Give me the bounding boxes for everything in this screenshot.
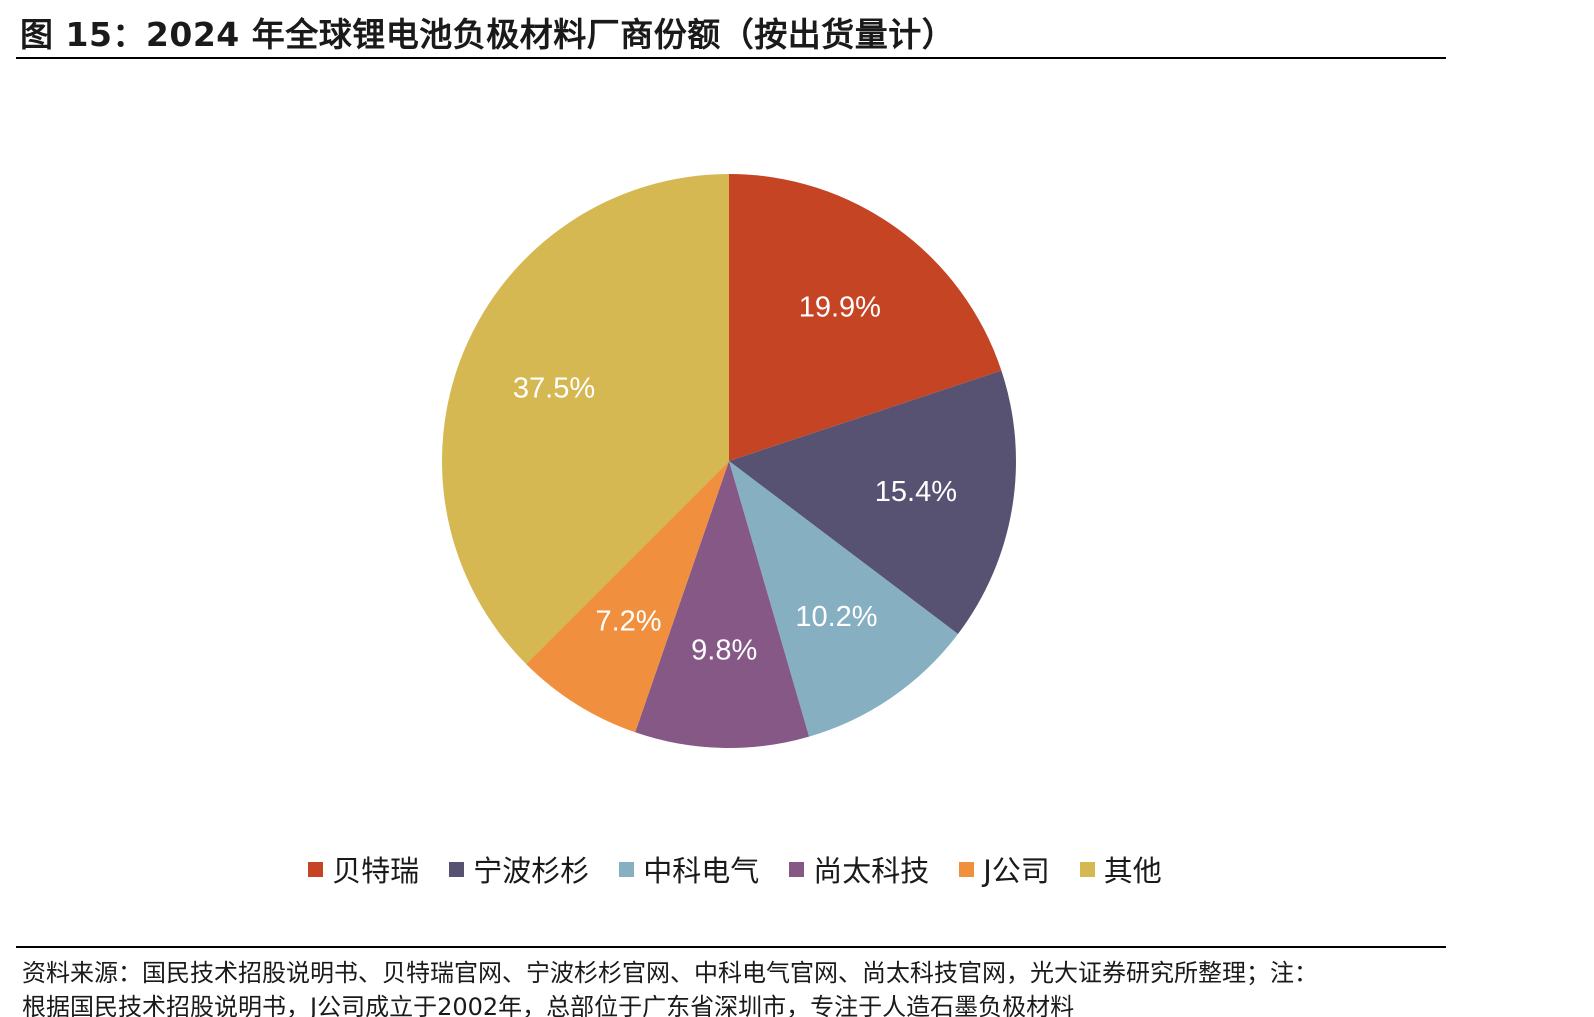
legend-item-0: 贝特瑞 [308, 848, 419, 890]
legend-swatch-0 [308, 861, 324, 877]
slice-data-label-4: 7.2% [595, 606, 661, 638]
slice-data-label-3: 9.8% [691, 634, 757, 666]
legend-label-1: 宁波杉杉 [473, 854, 590, 888]
pie-slice-4 [526, 461, 729, 733]
pie-chart: 19.9% 15.4% 10.2% 9.8% 7.2% 37.5% [441, 173, 1016, 749]
slice-data-label-1: 15.4% [875, 476, 957, 508]
legend-swatch-1 [449, 861, 465, 877]
legend-swatch-4 [959, 861, 975, 877]
legend-swatch-2 [619, 861, 635, 877]
legend-item-4: J公司 [959, 848, 1050, 890]
source-line-1: 资料来源：国民技术招股说明书、贝特瑞官网、宁波杉杉官网、中科电气官网、尚太科技官… [22, 959, 1318, 987]
pie-slice-2 [729, 461, 958, 737]
slice-data-label-2: 10.2% [795, 601, 877, 633]
legend-label-5: 其他 [1103, 854, 1162, 888]
legend-label-0: 贝特瑞 [332, 854, 420, 888]
pie-slice-0 [729, 174, 1002, 461]
pie-slice-1 [729, 370, 1016, 635]
title-divider [16, 57, 1446, 59]
source-note: 资料来源：国民技术招股说明书、贝特瑞官网、宁波杉杉官网、中科电气官网、尚太科技官… [22, 956, 1462, 1017]
legend-label-4: J公司 [983, 854, 1050, 888]
legend-label-3: 尚太科技 [813, 854, 930, 888]
legend-item-5: 其他 [1079, 848, 1162, 890]
pie-slice-3 [635, 461, 810, 749]
source-divider [16, 946, 1446, 948]
figure-title: 图 15：2024 年全球锂电池负极材料厂商份额（按出货量计） [20, 15, 956, 54]
legend-item-1: 宁波杉杉 [449, 848, 589, 890]
legend-item-3: 尚太科技 [789, 848, 929, 890]
legend-item-2: 中科电气 [619, 848, 759, 890]
legend-label-2: 中科电气 [643, 854, 760, 888]
chart-legend: 贝特瑞 宁波杉杉 中科电气 尚太科技 J公司 其他 [0, 848, 1470, 890]
pie-slice-5 [441, 173, 729, 664]
legend-swatch-5 [1079, 861, 1095, 877]
slice-data-label-5: 37.5% [513, 373, 595, 405]
slice-data-label-0: 19.9% [799, 291, 881, 323]
legend-swatch-3 [789, 861, 805, 877]
source-line-2: 根据国民技术招股说明书，J公司成立于2002年，总部位于广东省深圳市，专注于人造… [22, 993, 1075, 1017]
